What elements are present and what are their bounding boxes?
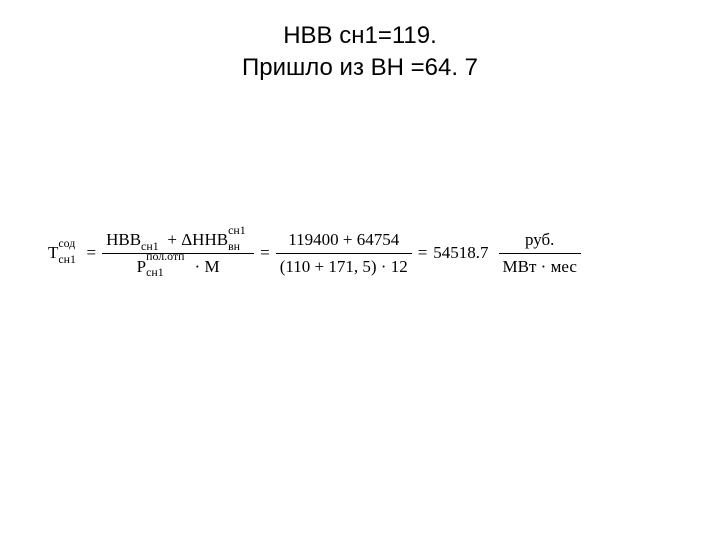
num-term2: ΔННВ сн1 вн [181, 230, 228, 250]
lhs-sup: сод [58, 238, 75, 250]
frac2-bar [276, 253, 412, 254]
num-term1: НВВ сн1 [106, 230, 141, 250]
slide: НВВ сн1=119. Пришло из ВН =64. 7 Т сод с… [0, 0, 720, 540]
frac1-denominator: Р пол.отп сн1 · М [133, 257, 224, 277]
den-M: М [204, 257, 219, 276]
frac1-numerator: НВВ сн1 + ΔННВ сн1 вн [102, 230, 254, 250]
frac2-denominator: (110 + 171, 5) · 12 [276, 257, 412, 277]
equals-2: = [254, 243, 276, 263]
units-numerator: руб. [521, 230, 558, 250]
frac2-numerator: 119400 + 64754 [284, 230, 403, 250]
num-plus: + [167, 230, 181, 249]
units-denominator: МВт · мес [499, 257, 581, 277]
den-dot: · [195, 257, 205, 276]
title-line-1: НВВ сн1=119. [283, 22, 437, 49]
units-fraction: руб. МВт · мес [499, 230, 581, 276]
lhs-base: Т [48, 243, 58, 262]
equals-1: = [80, 243, 102, 263]
title-line-2: Пришло из ВН =64. 7 [242, 54, 478, 81]
lhs-sub: сн1 [58, 254, 76, 266]
equals-3: = [412, 243, 434, 263]
fraction-symbolic: НВВ сн1 + ΔННВ сн1 вн Р пол.отп сн1 · [102, 230, 254, 276]
tariff-formula: Т сод сн1 = НВВ сн1 + ΔННВ сн1 вн [48, 230, 672, 276]
units-bar [499, 253, 581, 254]
lhs-variable: Т сод сн1 [48, 243, 58, 263]
fraction-numeric: 119400 + 64754 (110 + 171, 5) · 12 [276, 230, 412, 276]
den-term1: Р пол.отп сн1 [137, 257, 146, 277]
result-value: 54518.7 [433, 243, 488, 263]
title-block: НВВ сн1=119. Пришло из ВН =64. 7 [0, 20, 720, 85]
